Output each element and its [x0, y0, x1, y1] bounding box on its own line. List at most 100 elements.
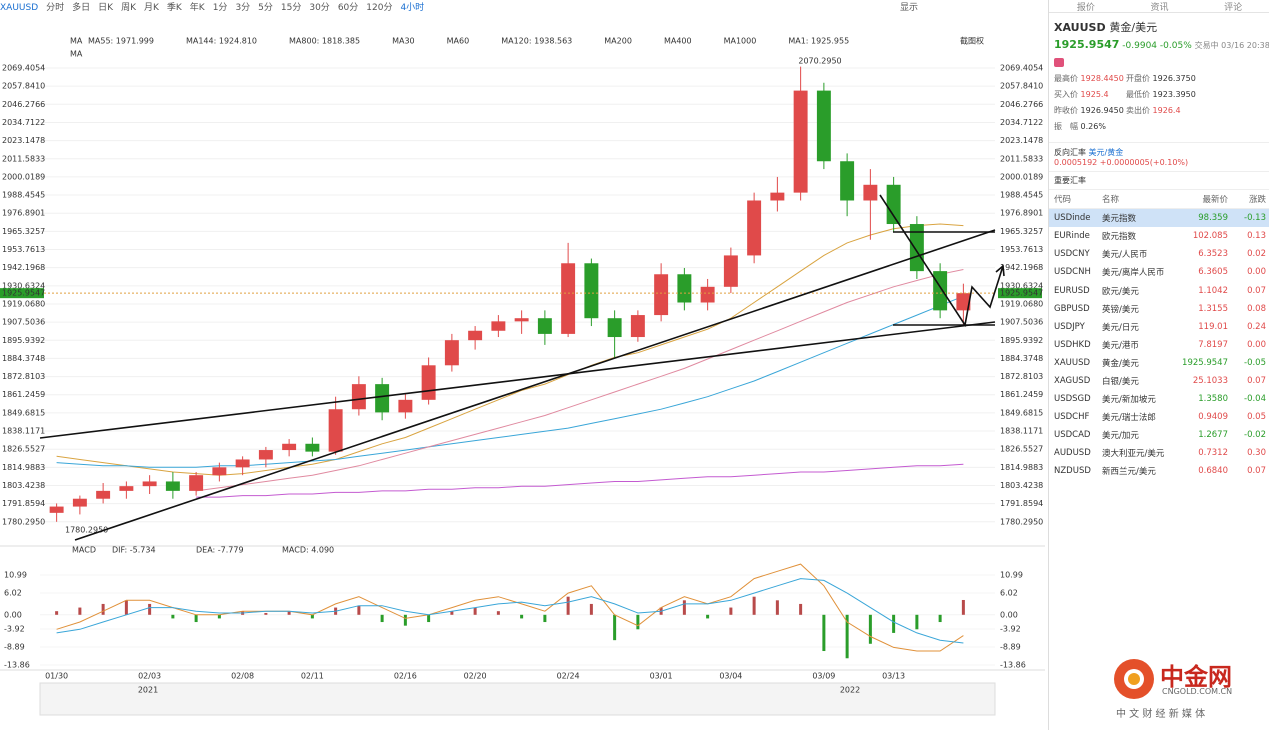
candle-body [840, 161, 855, 201]
legend-entry: MA400 [664, 37, 692, 46]
y-tick-label: 1780.2950 [1000, 517, 1043, 526]
macd-bar [496, 611, 500, 615]
period-button[interactable]: 日K [98, 3, 114, 13]
table-row[interactable]: EURUSD 欧元/美元 1.1042 0.07 [1049, 281, 1269, 299]
macd-bar [264, 612, 268, 615]
table-row[interactable]: USDCNY 美元/人民币 6.3523 0.02 [1049, 245, 1269, 263]
candle-body [514, 318, 529, 322]
stat-value: 1926.9450 [1080, 106, 1124, 115]
cell: 1.1042 [1198, 285, 1228, 296]
candle-body [328, 409, 343, 452]
macd-bar [868, 614, 872, 644]
table-row[interactable]: USDCAD 美元/加元 1.2677 -0.02 [1049, 426, 1269, 444]
macd-bar [427, 614, 431, 623]
macd-bar [799, 603, 803, 615]
period-button[interactable]: 15分 [280, 3, 302, 13]
current-price-box [998, 288, 1042, 299]
high-annotation: 2070.2950 [798, 57, 841, 66]
cell: USDJPY [1054, 321, 1085, 332]
table-row[interactable]: NZDUSD 新西兰元/美元 0.6840 0.07 [1049, 462, 1269, 480]
candle-body [956, 293, 971, 311]
period-button[interactable]: 120分 [366, 3, 393, 13]
section-title: 重要汇率 [1049, 171, 1269, 190]
cell: GBPUSD [1054, 303, 1090, 314]
y-tick-label: 1861.2459 [2, 390, 45, 399]
candle-body [96, 490, 111, 499]
stat-label: 开盘价 [1126, 74, 1150, 83]
stat-value: 1923.3950 [1152, 90, 1196, 99]
header-cell: 名称 [1102, 195, 1120, 206]
x-tick-label: 02/08 [231, 672, 254, 681]
favorite-icon[interactable] [1054, 58, 1064, 67]
cell: 102.085 [1192, 231, 1228, 242]
legend-entry: MA1000 [724, 37, 757, 46]
period-button[interactable]: 30分 [309, 3, 330, 13]
tab[interactable]: 资讯 [1150, 3, 1169, 13]
period-button[interactable]: 3分 [235, 3, 251, 13]
period-button[interactable]: 1分 [212, 3, 228, 13]
tab[interactable]: 评论 [1224, 3, 1243, 13]
macd-bar [822, 614, 826, 652]
y-tick-label: 1849.6815 [2, 408, 45, 417]
table-row[interactable]: USDJPY 美元/日元 119.01 0.24 [1049, 318, 1269, 336]
period-button[interactable]: 4小时 [400, 3, 425, 13]
macd-bar [543, 614, 547, 623]
y-tick-label: -13.86 [1000, 661, 1026, 670]
table-row[interactable]: XAUUSD 黄金/美元 1925.9547 -0.05 [1049, 354, 1269, 372]
y-tick-label: 10.99 [1000, 570, 1023, 579]
candle-body [282, 443, 297, 451]
period-button[interactable]: 60分 [337, 3, 359, 13]
table-row[interactable]: USDinde 美元指数 98.359 -0.13 [1049, 209, 1269, 228]
period-button[interactable]: 年K [189, 3, 205, 13]
candle-body [375, 384, 390, 413]
cell: USDCHF [1054, 412, 1090, 423]
cell: 欧元/美元 [1102, 286, 1139, 297]
ma-line [196, 463, 964, 498]
reverse-value: 0.0005192 +0.0000005(+0.10%) [1054, 158, 1189, 167]
y-tick-label: 1953.7613 [2, 245, 45, 254]
period-label: 2021 [138, 686, 158, 695]
cell: -0.02 [1244, 430, 1266, 441]
cell: 1.2677 [1198, 430, 1228, 441]
table-row[interactable]: USDSGD 美元/新加坡元 1.3580 -0.04 [1049, 390, 1269, 408]
macd-bar [194, 614, 198, 623]
table-row[interactable]: USDCHF 美元/瑞士法郎 0.9409 0.05 [1049, 408, 1269, 426]
table-row[interactable]: AUDUSD 澳大利亚元/美元 0.7312 0.30 [1049, 444, 1269, 462]
x-tick-label: 02/16 [394, 672, 417, 681]
stat-label: 最高价 [1054, 74, 1078, 83]
screenshot-button[interactable]: 截图权 [960, 36, 984, 46]
logo-icon [1114, 659, 1154, 699]
macd-title: MACD [72, 546, 96, 555]
table-row[interactable]: USDHKD 美元/港币 7.8197 0.00 [1049, 336, 1269, 354]
period-button[interactable]: 分时 [46, 3, 65, 13]
table-header: 代码 名称 最新价 涨跌 [1049, 190, 1269, 210]
cell: 25.1033 [1192, 375, 1228, 386]
stat-label: 卖出价 [1126, 106, 1150, 115]
display-button[interactable]: 显示 [900, 3, 919, 13]
navigator[interactable] [39, 682, 996, 716]
macd-bar [171, 614, 175, 619]
period-button[interactable]: 多日 [72, 3, 91, 13]
period-button[interactable]: 5分 [258, 3, 273, 13]
period-button[interactable]: 季K [166, 3, 182, 13]
table-row[interactable]: EURinde 欧元指数 102.085 0.13 [1049, 227, 1269, 245]
cell: 黄金/美元 [1102, 358, 1139, 369]
y-tick-label: 1942.1968 [2, 263, 45, 272]
candle-body [909, 224, 924, 272]
y-tick-label: -13.86 [4, 661, 30, 670]
candle-body [700, 286, 715, 303]
y-tick-label: 2000.0189 [2, 172, 45, 181]
period-button[interactable]: 月K [143, 3, 159, 13]
period-button[interactable]: 周K [121, 3, 136, 13]
tab[interactable]: 报价 [1076, 3, 1095, 13]
candle-body [351, 384, 366, 410]
candle-body [677, 274, 692, 303]
y-tick-label: 2057.8410 [1000, 82, 1043, 91]
y-tick-label: 1965.3257 [1000, 227, 1043, 236]
logo-slogan: 中 文 财 经 新 媒 体 [1116, 709, 1206, 720]
table-row[interactable]: XAGUSD 白银/美元 25.1033 0.07 [1049, 372, 1269, 390]
table-row[interactable]: USDCNH 美元/离岸人民币 6.3605 0.00 [1049, 263, 1269, 281]
table-row[interactable]: GBPUSD 英镑/美元 1.3155 0.08 [1049, 300, 1269, 318]
candle-body [537, 318, 552, 334]
candle-body [49, 506, 64, 513]
